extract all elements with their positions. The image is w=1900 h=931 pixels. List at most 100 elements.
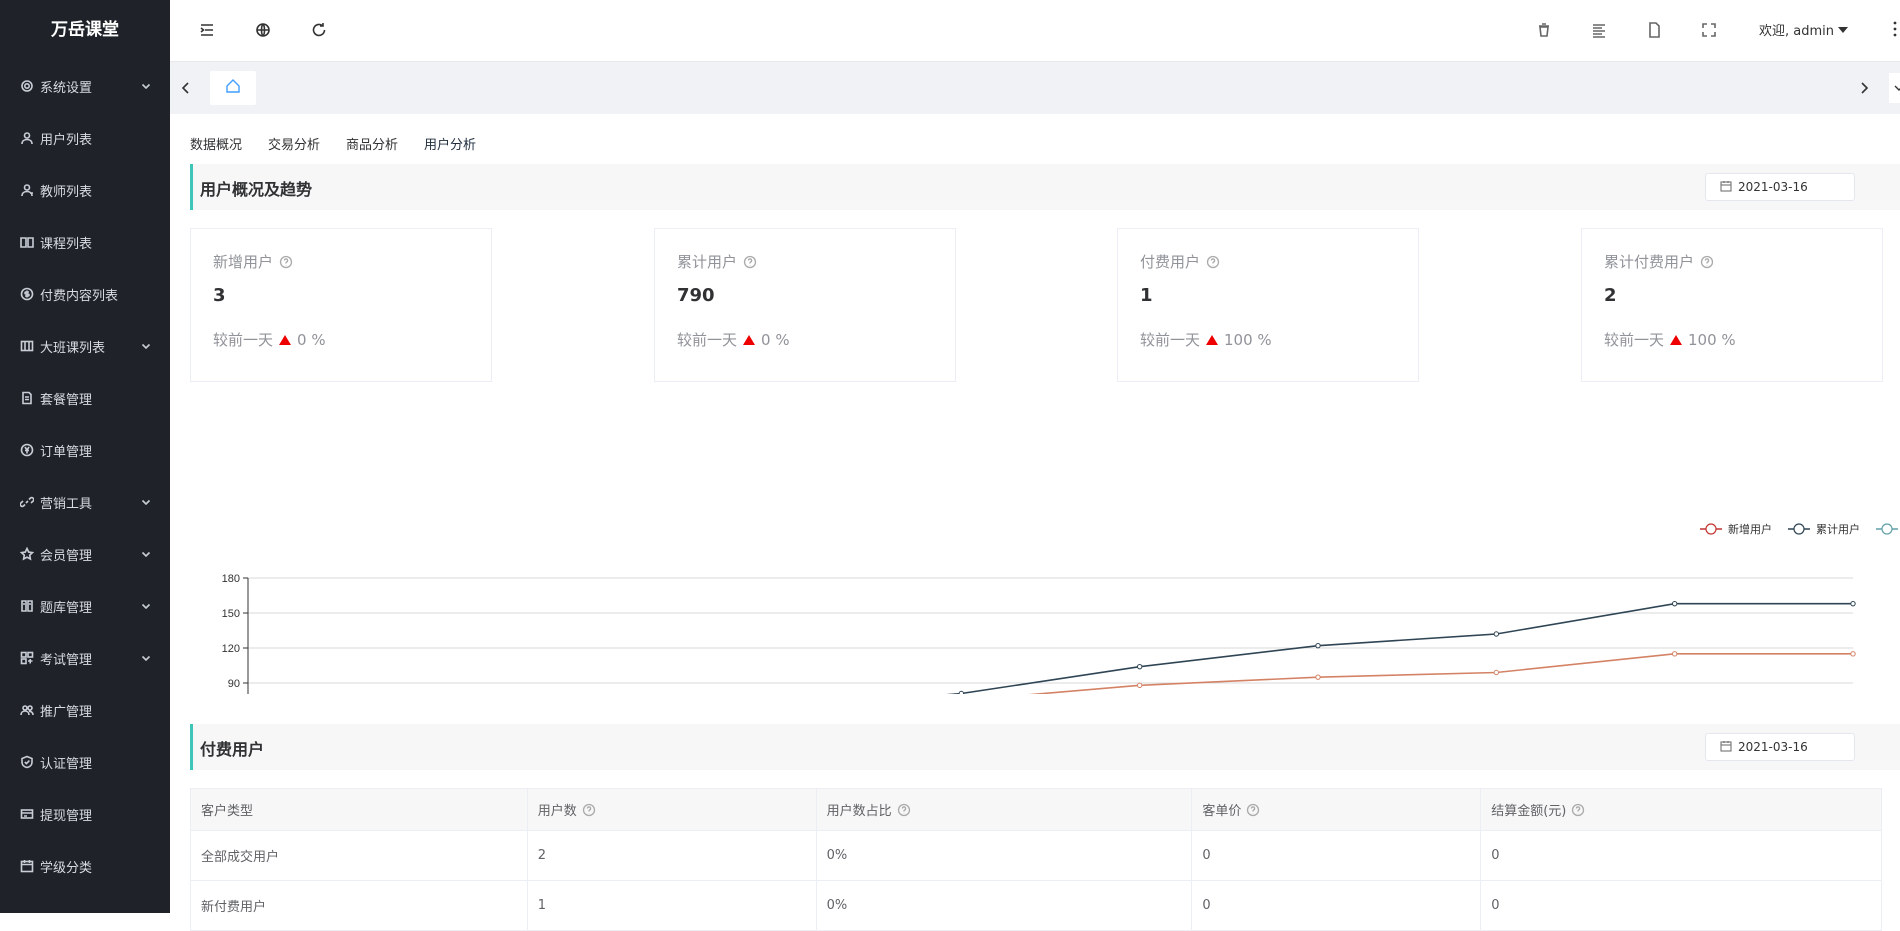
help-icon[interactable] — [1700, 255, 1714, 269]
user-icon — [20, 131, 34, 145]
help-icon[interactable] — [1206, 255, 1220, 269]
sidebar-item[interactable]: 套餐管理 — [0, 372, 170, 424]
stat-value: 3 — [213, 285, 226, 306]
sidebar-item-label: 课程列表 — [40, 236, 93, 252]
column-label: 用户数 — [537, 804, 577, 819]
series-line — [247, 653, 1853, 789]
fullscreen-icon[interactable] — [1700, 21, 1718, 39]
sidebar-item[interactable]: 学级分类 — [0, 840, 170, 892]
analysis-tab[interactable]: 数据概况 — [190, 138, 243, 153]
stat-label: 累计用户 — [677, 253, 738, 271]
sidebar-item[interactable]: 营销工具 — [0, 476, 170, 528]
user-menu[interactable]: 欢迎, admin — [1759, 20, 1848, 39]
sidebar-item[interactable]: 认证管理 — [0, 736, 170, 788]
stat-compare-label: 较前一天 — [1140, 331, 1201, 349]
sidebar-item[interactable]: 会员管理 — [0, 528, 170, 580]
refresh-icon[interactable] — [310, 21, 328, 39]
calendar-icon — [1720, 180, 1732, 195]
tags-dropdown[interactable] — [1889, 73, 1900, 103]
table-header-row: 客户类型 用户数 用户数占比 客单价 结算金额(元) — [190, 788, 1882, 831]
chevron-down-icon — [140, 340, 152, 352]
help-icon[interactable] — [1571, 803, 1585, 817]
overview-date-picker[interactable]: 2021-03-16 — [1705, 173, 1855, 201]
sidebar-item[interactable]: 系统设置 — [0, 60, 170, 112]
table-cell: 新付费用户 — [190, 880, 528, 931]
globe-icon[interactable] — [254, 21, 272, 39]
chevron-right-icon[interactable] — [1856, 80, 1872, 96]
sidebar-item-label: 提现管理 — [40, 808, 93, 824]
sidebar-item-label: 系统设置 — [40, 80, 93, 96]
sidebar-item[interactable]: 推广管理 — [0, 684, 170, 736]
sidebar-item[interactable]: 付费内容列表 — [0, 268, 170, 320]
data-point — [958, 690, 965, 697]
sidebar-item[interactable]: 大班课列表 — [0, 320, 170, 372]
user-trend-chart: 03060901201501802021-02-172021-02-202021… — [190, 394, 1900, 809]
caret-down-icon — [1838, 26, 1848, 33]
wallet-icon — [20, 807, 34, 821]
gear-icon — [20, 79, 34, 93]
overview-title: 用户概况及趋势 — [200, 180, 313, 199]
help-icon[interactable] — [743, 255, 757, 269]
table-cell: 0% — [815, 830, 1193, 881]
home-tag[interactable] — [210, 71, 256, 105]
data-point — [1493, 669, 1500, 676]
sidebar-item[interactable]: 题库管理 — [0, 580, 170, 632]
sidebar-item[interactable]: 考试管理 — [0, 632, 170, 684]
table-column-header: 用户数 — [526, 788, 817, 831]
sidebar-item[interactable]: 教师列表 — [0, 164, 170, 216]
tags-bar — [170, 62, 1900, 114]
analysis-tab[interactable]: 交易分析 — [268, 138, 321, 153]
data-point — [1671, 600, 1678, 607]
file-icon[interactable] — [1645, 21, 1663, 39]
overview-section-header: 用户概况及趋势 2021-03-16 — [190, 164, 1900, 210]
chart-svg: 03060901201501802021-02-172021-02-202021… — [220, 522, 1898, 809]
analysis-tab[interactable]: 用户分析 — [424, 126, 477, 166]
stat-card: 付费用户 1 较前一天 100 % — [1117, 228, 1419, 382]
stat-compare-row: 较前一天 0 % — [213, 329, 326, 350]
analysis-tabs: 数据概况 交易分析 商品分析 用户分析 — [190, 126, 477, 166]
help-icon[interactable] — [279, 255, 293, 269]
trash-icon[interactable] — [1535, 21, 1553, 39]
calendar-icon — [1720, 740, 1732, 755]
data-point — [1315, 642, 1321, 649]
star-icon — [20, 547, 34, 561]
sidebar-item-label: 套餐管理 — [40, 392, 93, 408]
paid-date-value: 2021-03-16 — [1738, 740, 1808, 754]
y-tick-label: 120 — [222, 643, 240, 655]
menu-fold-icon[interactable] — [198, 21, 216, 39]
sidebar-item[interactable]: 提现管理 — [0, 788, 170, 840]
home-icon — [224, 77, 242, 99]
help-icon[interactable] — [582, 803, 596, 817]
align-icon[interactable] — [1590, 21, 1608, 39]
teacher-icon — [20, 183, 34, 197]
sidebar-item-label: 会员管理 — [40, 548, 93, 564]
sidebar-item-label: 大班课列表 — [40, 340, 106, 356]
table-row: 新付费用户 1 0% 0 0 — [190, 880, 1882, 931]
legend-marker — [1881, 523, 1893, 535]
paid-date-picker[interactable]: 2021-03-16 — [1705, 733, 1855, 761]
stat-compare-label: 较前一天 — [1604, 331, 1665, 349]
analysis-tab[interactable]: 商品分析 — [346, 138, 399, 153]
chevron-down-icon — [140, 80, 152, 92]
help-icon[interactable] — [897, 803, 911, 817]
increase-triangle-icon — [743, 334, 756, 345]
sidebar-item[interactable]: 课程列表 — [0, 216, 170, 268]
stat-label-row: 累计付费用户 — [1604, 251, 1714, 272]
table-column-header: 结算金额(元) — [1480, 788, 1882, 831]
sidebar-item[interactable]: 用户列表 — [0, 112, 170, 164]
sidebar-item-label: 考试管理 — [40, 652, 93, 668]
sidebar-item-label: 认证管理 — [40, 756, 93, 772]
stat-label-row: 新增用户 — [213, 251, 293, 272]
paid-users-table: 客户类型 用户数 用户数占比 客单价 结算金额(元) 全部成交用户 2 0% 0 0 新付费用户 1… — [190, 788, 1882, 931]
chevron-down-icon — [1889, 85, 1900, 107]
sidebar-item[interactable]: 订单管理 — [0, 424, 170, 476]
increase-triangle-icon — [1670, 334, 1683, 345]
table-cell: 2 — [526, 830, 817, 881]
stat-card: 累计付费用户 2 较前一天 100 % — [1581, 228, 1883, 382]
chevron-left-icon[interactable] — [178, 80, 194, 96]
sidebar: 万岳课堂 系统设置 用户列表 教师列表 课程列表 付费内容列表 大班课列表 套餐管理 订单管理… — [0, 0, 170, 913]
more-icon[interactable] — [1892, 19, 1898, 39]
sidebar-item-label: 付费内容列表 — [40, 288, 119, 304]
column-label: 客户类型 — [201, 804, 254, 819]
help-icon[interactable] — [1246, 803, 1260, 817]
